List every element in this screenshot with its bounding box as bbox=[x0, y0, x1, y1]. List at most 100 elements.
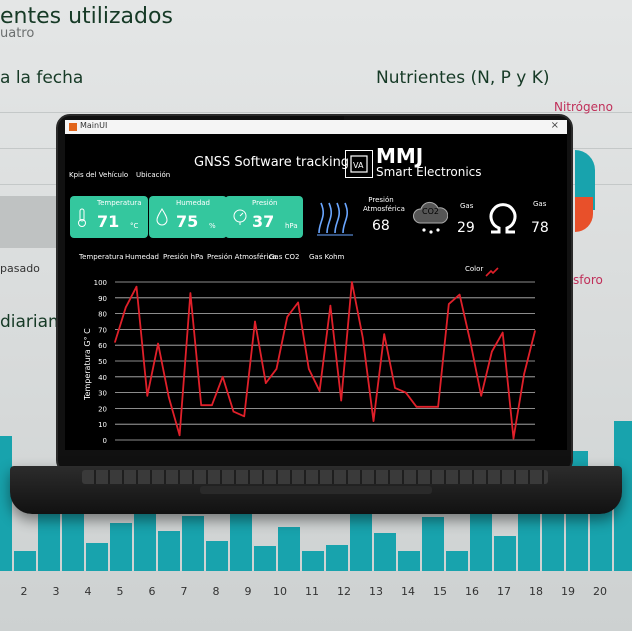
y-axis-label: Temperatura G° C bbox=[83, 328, 92, 401]
data-point bbox=[168, 396, 170, 399]
temperature-value: 71 bbox=[97, 212, 120, 231]
background-section-date: a la fecha bbox=[0, 68, 84, 88]
app-icon bbox=[69, 123, 77, 131]
y-tick-label: 30 bbox=[98, 390, 107, 398]
background-axis-label: 11 bbox=[305, 585, 319, 598]
background-bar bbox=[38, 501, 60, 571]
background-bar bbox=[0, 436, 12, 571]
data-point bbox=[340, 399, 342, 402]
thermometer-icon bbox=[77, 208, 87, 232]
temperature-unit: °C bbox=[130, 222, 139, 230]
data-point bbox=[211, 404, 213, 407]
tab-gas-co2[interactable]: Gas CO2 bbox=[269, 253, 300, 261]
app-title: GNSS Software tracking bbox=[194, 155, 350, 170]
data-point bbox=[351, 281, 353, 283]
y-tick-label: 60 bbox=[98, 342, 107, 350]
grid-line bbox=[0, 112, 632, 113]
data-point bbox=[124, 306, 127, 309]
background-axis-label: 6 bbox=[148, 585, 156, 598]
y-tick-label: 80 bbox=[98, 311, 107, 319]
background-bar bbox=[422, 517, 444, 571]
background-bar bbox=[206, 541, 228, 571]
data-point bbox=[275, 368, 278, 370]
data-point bbox=[480, 394, 482, 397]
data-point bbox=[178, 434, 181, 437]
humidity-card: Humedad 75 % bbox=[149, 196, 227, 238]
nav-kpis[interactable]: Kpis del Vehículo bbox=[69, 171, 129, 179]
data-point bbox=[308, 368, 310, 370]
background-axis-label: 3 bbox=[52, 585, 60, 598]
background-bar bbox=[230, 501, 252, 571]
background-bar bbox=[62, 506, 84, 571]
background-axis-label: 18 bbox=[529, 585, 543, 598]
nav-location[interactable]: Ubicación bbox=[136, 171, 171, 179]
data-point bbox=[264, 382, 267, 384]
background-axis-label: 2 bbox=[20, 585, 28, 598]
background-bar bbox=[470, 511, 492, 571]
window-title: MainUI bbox=[80, 121, 108, 130]
background-bar bbox=[302, 551, 324, 571]
brand-long: Smart Electronics bbox=[376, 165, 482, 179]
data-point bbox=[437, 406, 439, 408]
co2-icon-text: CO2 bbox=[422, 207, 439, 216]
y-tick-label: 0 bbox=[103, 437, 107, 445]
background-bar bbox=[182, 516, 204, 571]
omega-icon bbox=[485, 200, 521, 240]
temperature-label: Temperatura bbox=[97, 199, 142, 207]
data-point bbox=[383, 333, 386, 335]
data-point bbox=[114, 341, 116, 343]
background-title: entes utilizados bbox=[0, 4, 173, 29]
background-bar bbox=[326, 545, 348, 571]
humidity-value: 75 bbox=[176, 212, 199, 231]
droplet-icon bbox=[156, 208, 168, 230]
data-point bbox=[491, 350, 493, 353]
data-point bbox=[254, 320, 256, 323]
tab-presion-atmosferica[interactable]: Presión Atmosférica bbox=[207, 253, 277, 261]
pressure-card: Presión 37 hPa bbox=[225, 196, 303, 238]
y-tick-label: 40 bbox=[98, 374, 107, 382]
humidity-label: Humedad bbox=[176, 199, 211, 207]
background-nitrogen: Nitrógeno bbox=[554, 100, 613, 114]
close-button[interactable]: × bbox=[550, 120, 559, 131]
background-bar bbox=[14, 551, 36, 571]
background-bar bbox=[278, 527, 300, 571]
pressure-label: Presión bbox=[252, 199, 278, 207]
background-axis-label: 19 bbox=[561, 585, 575, 598]
data-point bbox=[200, 404, 202, 407]
data-point bbox=[534, 330, 536, 332]
background-axis-label: 5 bbox=[116, 585, 124, 598]
background-axis-label: 7 bbox=[180, 585, 188, 598]
tab-gas-kohm[interactable]: Gas Kohm bbox=[309, 253, 345, 261]
background-bar bbox=[446, 551, 468, 571]
wind-icon bbox=[315, 199, 355, 241]
data-point bbox=[135, 285, 138, 288]
background-bar bbox=[350, 505, 372, 571]
background-axis-label: 16 bbox=[465, 585, 479, 598]
data-point bbox=[394, 387, 396, 389]
data-point bbox=[329, 304, 332, 307]
data-point bbox=[469, 341, 472, 343]
data-point bbox=[426, 406, 429, 408]
data-point bbox=[189, 292, 192, 294]
gas1-label: Gas bbox=[460, 202, 474, 210]
legend-label: Color bbox=[465, 265, 484, 273]
background-axis-label: 20 bbox=[593, 585, 607, 598]
data-point bbox=[146, 394, 149, 397]
pressure-unit: hPa bbox=[285, 222, 298, 230]
data-point bbox=[448, 303, 450, 305]
touchpad bbox=[200, 486, 432, 494]
tab-temperatura[interactable]: Temperatura bbox=[79, 253, 124, 261]
pressure-value: 37 bbox=[252, 212, 275, 231]
tab-humedad[interactable]: Humedad bbox=[125, 253, 160, 261]
pie-slice-orange bbox=[575, 197, 593, 232]
tab-presion-hpa[interactable]: Presión hPa bbox=[163, 253, 204, 261]
data-point bbox=[415, 406, 418, 408]
data-point bbox=[286, 315, 289, 318]
series-line bbox=[114, 281, 536, 440]
background-daily: diariam bbox=[0, 312, 65, 332]
pressure-atm-label: Presión Atmosférica bbox=[363, 196, 405, 213]
temperature-card: Temperatura 71 °C bbox=[70, 196, 148, 238]
background-axis-label: 14 bbox=[401, 585, 415, 598]
background-axis-label: 15 bbox=[433, 585, 447, 598]
